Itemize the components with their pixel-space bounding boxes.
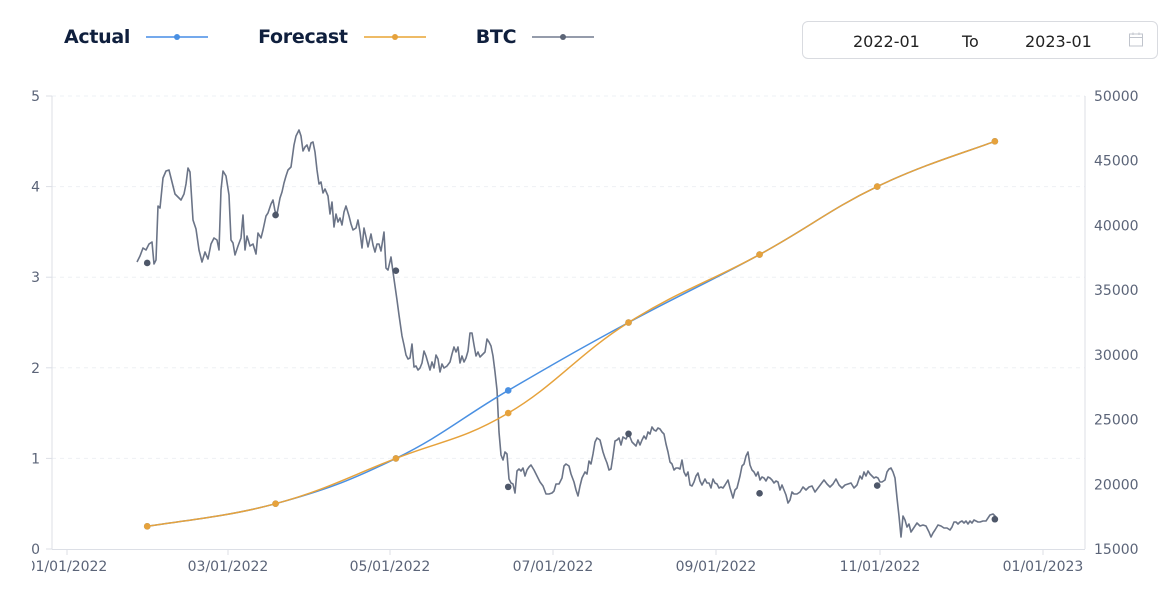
- right-axis-ticks: 15000 20000 25000 30000 35000 40000 45000 50000: [1094, 89, 1139, 558]
- btc-data-point[interactable]: [272, 211, 279, 219]
- date-range-picker[interactable]: 2022-01 To 2023-01: [802, 21, 1158, 59]
- legend-label-forecast: Forecast: [258, 26, 348, 48]
- right-axis-tick-label: 20000: [1094, 477, 1139, 493]
- x-axis-tick-label: 05/01/2022: [350, 559, 431, 575]
- series-btc-line[interactable]: [136, 129, 999, 538]
- legend-swatch-forecast-icon: [363, 31, 426, 43]
- left-axis-tick-label: 4: [31, 180, 40, 196]
- actual-data-point[interactable]: [504, 387, 512, 394]
- x-axis-tick-label: 09/01/2022: [676, 559, 757, 575]
- forecast-data-point[interactable]: [143, 523, 151, 530]
- x-axis-tick-label: 01/01/2022: [27, 559, 108, 575]
- btc-data-point[interactable]: [143, 259, 151, 267]
- x-axis-ticks: 01/01/2022 03/01/2022 05/01/2022 07/01/2022…: [27, 549, 1084, 575]
- btc-data-point[interactable]: [504, 483, 512, 491]
- forecast-data-point[interactable]: [991, 138, 999, 145]
- legend-label-actual: Actual: [64, 26, 131, 48]
- right-axis-tick-label: 40000: [1094, 218, 1139, 234]
- forecast-data-point[interactable]: [392, 455, 400, 462]
- x-axis-tick-label: 11/01/2022: [840, 559, 921, 575]
- date-range-end[interactable]: 2023-01: [1025, 32, 1092, 51]
- forecast-data-point[interactable]: [272, 500, 279, 508]
- btc-data-point[interactable]: [873, 482, 881, 489]
- series-forecast-line[interactable]: [143, 138, 999, 530]
- date-range-separator: To: [962, 32, 979, 51]
- btc-data-point[interactable]: [991, 515, 999, 523]
- legend-label-btc: BTC: [475, 26, 517, 48]
- grid-lines: [52, 95, 1085, 459]
- btc-data-point[interactable]: [625, 430, 632, 438]
- right-axis-tick-label: 35000: [1094, 283, 1139, 299]
- left-axis-ticks: 0 1 2 3 4 5: [31, 89, 52, 558]
- left-axis-tick-label: 5: [31, 89, 40, 105]
- left-axis-tick-label: 3: [31, 270, 40, 286]
- legend-item-actual[interactable]: Actual: [64, 26, 209, 48]
- right-axis-tick-label: 25000: [1094, 413, 1139, 429]
- chart-legend: Actual Forecast BTC: [64, 26, 644, 48]
- x-axis-tick-label: 01/01/2023: [1003, 559, 1084, 575]
- forecast-data-point[interactable]: [756, 251, 763, 258]
- x-axis-tick-label: 03/01/2022: [188, 559, 269, 575]
- legend-item-forecast[interactable]: Forecast: [258, 26, 426, 48]
- chart-axes: [51, 96, 1086, 550]
- right-axis-tick-label: 50000: [1094, 89, 1139, 105]
- legend-swatch-actual-icon: [146, 31, 209, 43]
- left-axis-tick-label: 0: [31, 542, 40, 558]
- calendar-icon[interactable]: [1129, 32, 1143, 47]
- left-axis-tick-label: 1: [31, 451, 40, 467]
- right-axis-tick-label: 45000: [1094, 154, 1139, 170]
- right-axis-tick-label: 15000: [1094, 542, 1139, 558]
- forecast-data-point[interactable]: [504, 409, 512, 417]
- date-range-start[interactable]: 2022-01: [853, 32, 920, 51]
- left-axis-tick-label: 2: [31, 361, 40, 377]
- right-axis-tick-label: 30000: [1094, 348, 1139, 364]
- btc-data-point[interactable]: [392, 267, 400, 275]
- forecast-data-point[interactable]: [873, 183, 881, 190]
- legend-swatch-btc-icon: [532, 31, 595, 43]
- forecast-data-point[interactable]: [625, 319, 632, 326]
- legend-item-btc[interactable]: BTC: [476, 26, 595, 48]
- x-axis-tick-label: 07/01/2022: [513, 559, 594, 575]
- btc-data-point[interactable]: [756, 490, 763, 497]
